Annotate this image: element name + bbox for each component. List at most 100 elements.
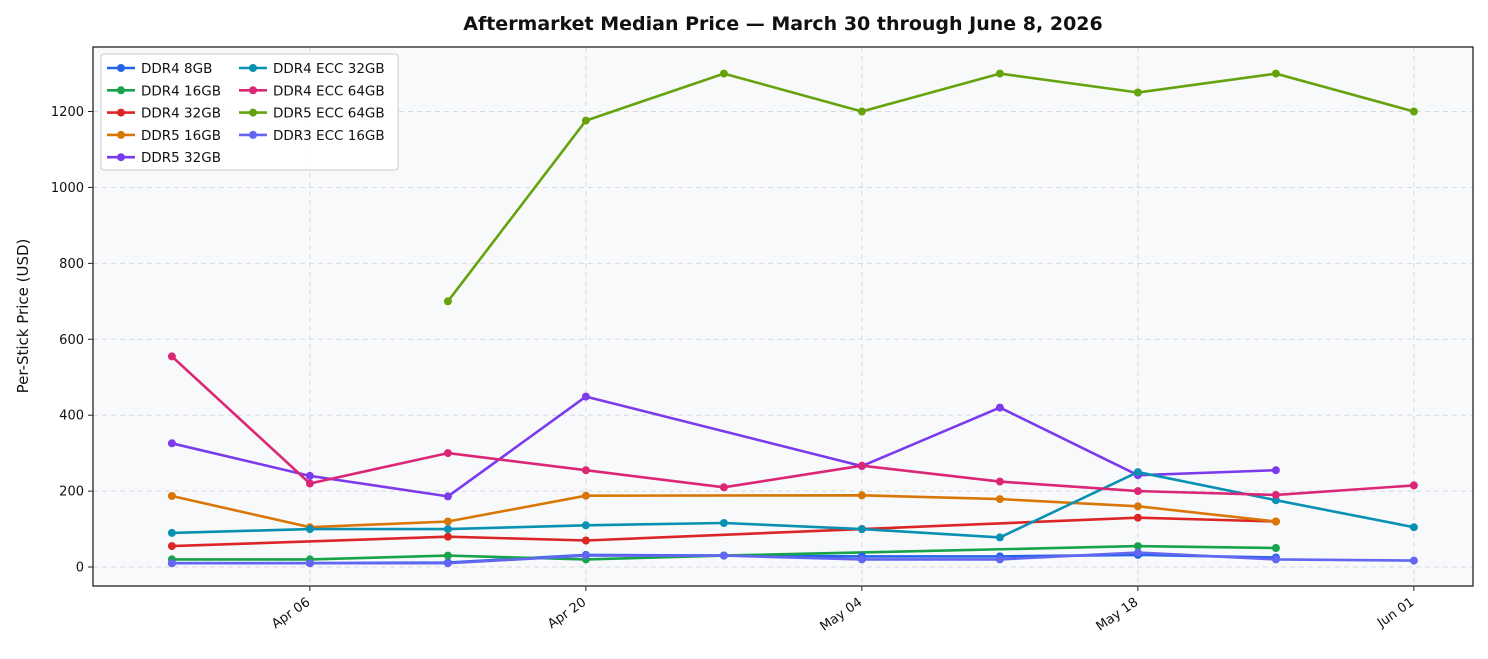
legend-label: DDR3 ECC 16GB — [273, 128, 385, 144]
data-point — [1271, 69, 1280, 78]
y-tick-label: 200 — [59, 485, 84, 500]
data-point — [995, 477, 1004, 486]
legend: DDR4 8GB DDR4 16GB DDR4 32GB DDR5 16GB DDR5 … — [100, 53, 399, 171]
legend-label: DDR4 32GB — [141, 106, 221, 122]
data-point — [443, 449, 452, 458]
data-point — [1133, 513, 1142, 522]
y-tick-label: 0 — [76, 561, 84, 576]
data-point — [167, 528, 176, 537]
y-tick-label: 600 — [59, 333, 84, 348]
legend-marker — [117, 108, 125, 117]
data-point — [443, 525, 452, 534]
data-point — [581, 521, 590, 530]
data-point — [443, 492, 452, 501]
data-point — [857, 461, 866, 470]
data-point — [719, 519, 728, 527]
data-point — [1271, 544, 1280, 552]
x-axis: Apr 06 Apr 20 May 04 May 18 Jun 01 — [269, 586, 1417, 635]
data-point — [995, 533, 1004, 542]
series-line — [446, 72, 1416, 303]
legend-label: DDR5 16GB — [141, 128, 221, 144]
legend-marker — [117, 130, 125, 139]
data-point — [443, 297, 452, 306]
data-point — [857, 525, 866, 534]
legend-label: DDR4 16GB — [141, 83, 221, 99]
data-point — [1409, 523, 1418, 532]
data-point — [857, 491, 866, 500]
data-point — [167, 439, 176, 448]
legend-marker — [117, 153, 125, 162]
series-line — [170, 494, 1278, 529]
data-point — [581, 116, 590, 125]
data-point — [1133, 487, 1142, 496]
y-tick-label: 400 — [59, 409, 84, 424]
legend-marker — [117, 64, 125, 72]
data-point — [443, 532, 452, 541]
data-point — [305, 559, 314, 568]
data-point — [581, 491, 590, 500]
data-point — [719, 69, 728, 78]
series-line — [170, 551, 1416, 565]
y-axis-label: Per-Stick Price (USD) — [14, 239, 32, 394]
series-line — [170, 470, 1416, 539]
legend-marker — [117, 86, 125, 95]
data-point — [1271, 555, 1280, 564]
data-point — [167, 492, 176, 500]
legend-marker — [249, 64, 257, 72]
data-point — [305, 471, 314, 480]
legend-marker — [249, 130, 257, 139]
legend-label: DDR4 ECC 64GB — [273, 83, 385, 99]
data-point — [857, 107, 866, 116]
data-point — [1409, 107, 1418, 116]
data-point — [443, 517, 452, 526]
data-point — [305, 525, 314, 534]
y-axis: 0 200 400 600 800 1000 1200 — [51, 105, 93, 576]
data-point — [1271, 490, 1280, 499]
data-point — [719, 551, 728, 560]
plot-frame — [92, 46, 1474, 587]
data-point — [581, 392, 590, 401]
data-point — [995, 403, 1004, 412]
data-point — [1133, 88, 1142, 97]
data-point — [167, 542, 176, 551]
series-lines — [170, 72, 1416, 565]
data-point — [995, 495, 1004, 504]
data-point — [443, 551, 452, 560]
series-points — [167, 69, 1418, 568]
data-point — [581, 551, 590, 560]
legend-label: DDR5 ECC 64GB — [273, 106, 385, 122]
data-point — [167, 559, 176, 568]
y-tick-label: 1200 — [51, 105, 84, 120]
series-line — [170, 516, 1278, 548]
series-line — [170, 355, 1416, 497]
data-point — [1133, 542, 1142, 551]
x-tick-label: May 18 — [1094, 595, 1142, 635]
data-point — [305, 479, 314, 488]
x-tick-label: Apr 06 — [269, 595, 313, 632]
data-point — [581, 466, 590, 475]
legend-label: DDR5 32GB — [141, 150, 221, 166]
data-point — [1133, 502, 1142, 511]
data-point — [995, 555, 1004, 564]
data-point — [1271, 517, 1280, 526]
legend-label: DDR4 ECC 32GB — [273, 61, 385, 77]
x-tick-label: May 04 — [818, 595, 866, 635]
x-tick-label: Jun 01 — [1374, 595, 1417, 631]
x-tick-label: Apr 20 — [545, 595, 589, 632]
chart-title: Aftermarket Median Price — March 30 thro… — [463, 13, 1102, 35]
data-point — [995, 69, 1004, 78]
data-point — [443, 559, 452, 568]
y-tick-label: 1000 — [51, 181, 84, 196]
data-point — [1133, 468, 1142, 477]
legend-marker — [249, 108, 257, 117]
legend-label: DDR4 8GB — [141, 61, 212, 77]
data-point — [719, 483, 728, 492]
data-point — [1409, 481, 1418, 490]
data-point — [167, 352, 176, 361]
data-point — [1271, 466, 1280, 475]
data-point — [1409, 556, 1418, 565]
data-point — [857, 555, 866, 564]
data-point — [581, 536, 590, 545]
legend-marker — [249, 86, 257, 95]
